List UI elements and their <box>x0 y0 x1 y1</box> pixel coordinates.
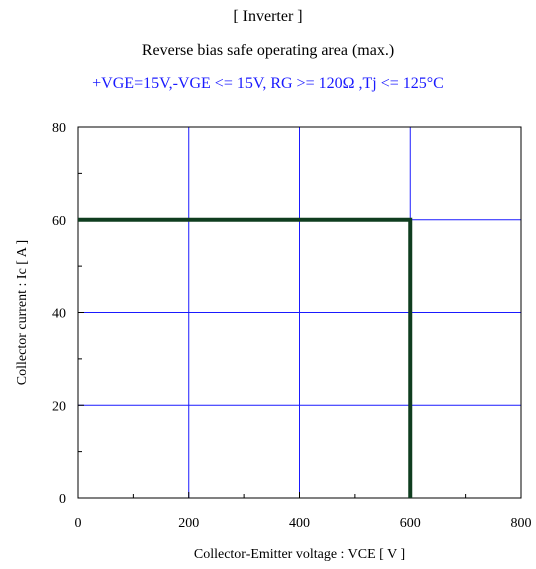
x-tick-label: 200 <box>178 516 199 531</box>
x-axis-label: Collector-Emitter voltage : VCE [ V ] <box>194 547 405 562</box>
chart-title: [ Inverter ] <box>233 8 303 25</box>
chart-conditions: +VGE=15V,-VGE <= 15V, RG >= 120Ω ,Tj <= … <box>92 75 444 92</box>
chart-subtitle: Reverse bias safe operating area (max.) <box>141 42 395 59</box>
y-tick-labels: 0 20 40 60 80 <box>52 121 66 507</box>
series-layer <box>78 217 413 498</box>
grid-lines <box>78 127 521 498</box>
y-tick-label: 0 <box>59 492 66 507</box>
y-tick-label: 80 <box>52 121 66 136</box>
x-tick-labels: 0 200 400 600 800 <box>75 516 532 531</box>
x-tick-label: 0 <box>75 516 82 531</box>
y-tick-label: 60 <box>52 214 66 229</box>
y-tick-label: 20 <box>52 399 66 414</box>
y-axis-label: Collector current : Ic [ A ] <box>15 240 30 385</box>
axis-ticks <box>77 126 522 499</box>
y-tick-label: 40 <box>52 307 66 322</box>
series-line-0 <box>78 217 413 498</box>
x-tick-label: 600 <box>400 516 421 531</box>
x-tick-label: 400 <box>289 516 310 531</box>
x-tick-label: 800 <box>511 516 532 531</box>
